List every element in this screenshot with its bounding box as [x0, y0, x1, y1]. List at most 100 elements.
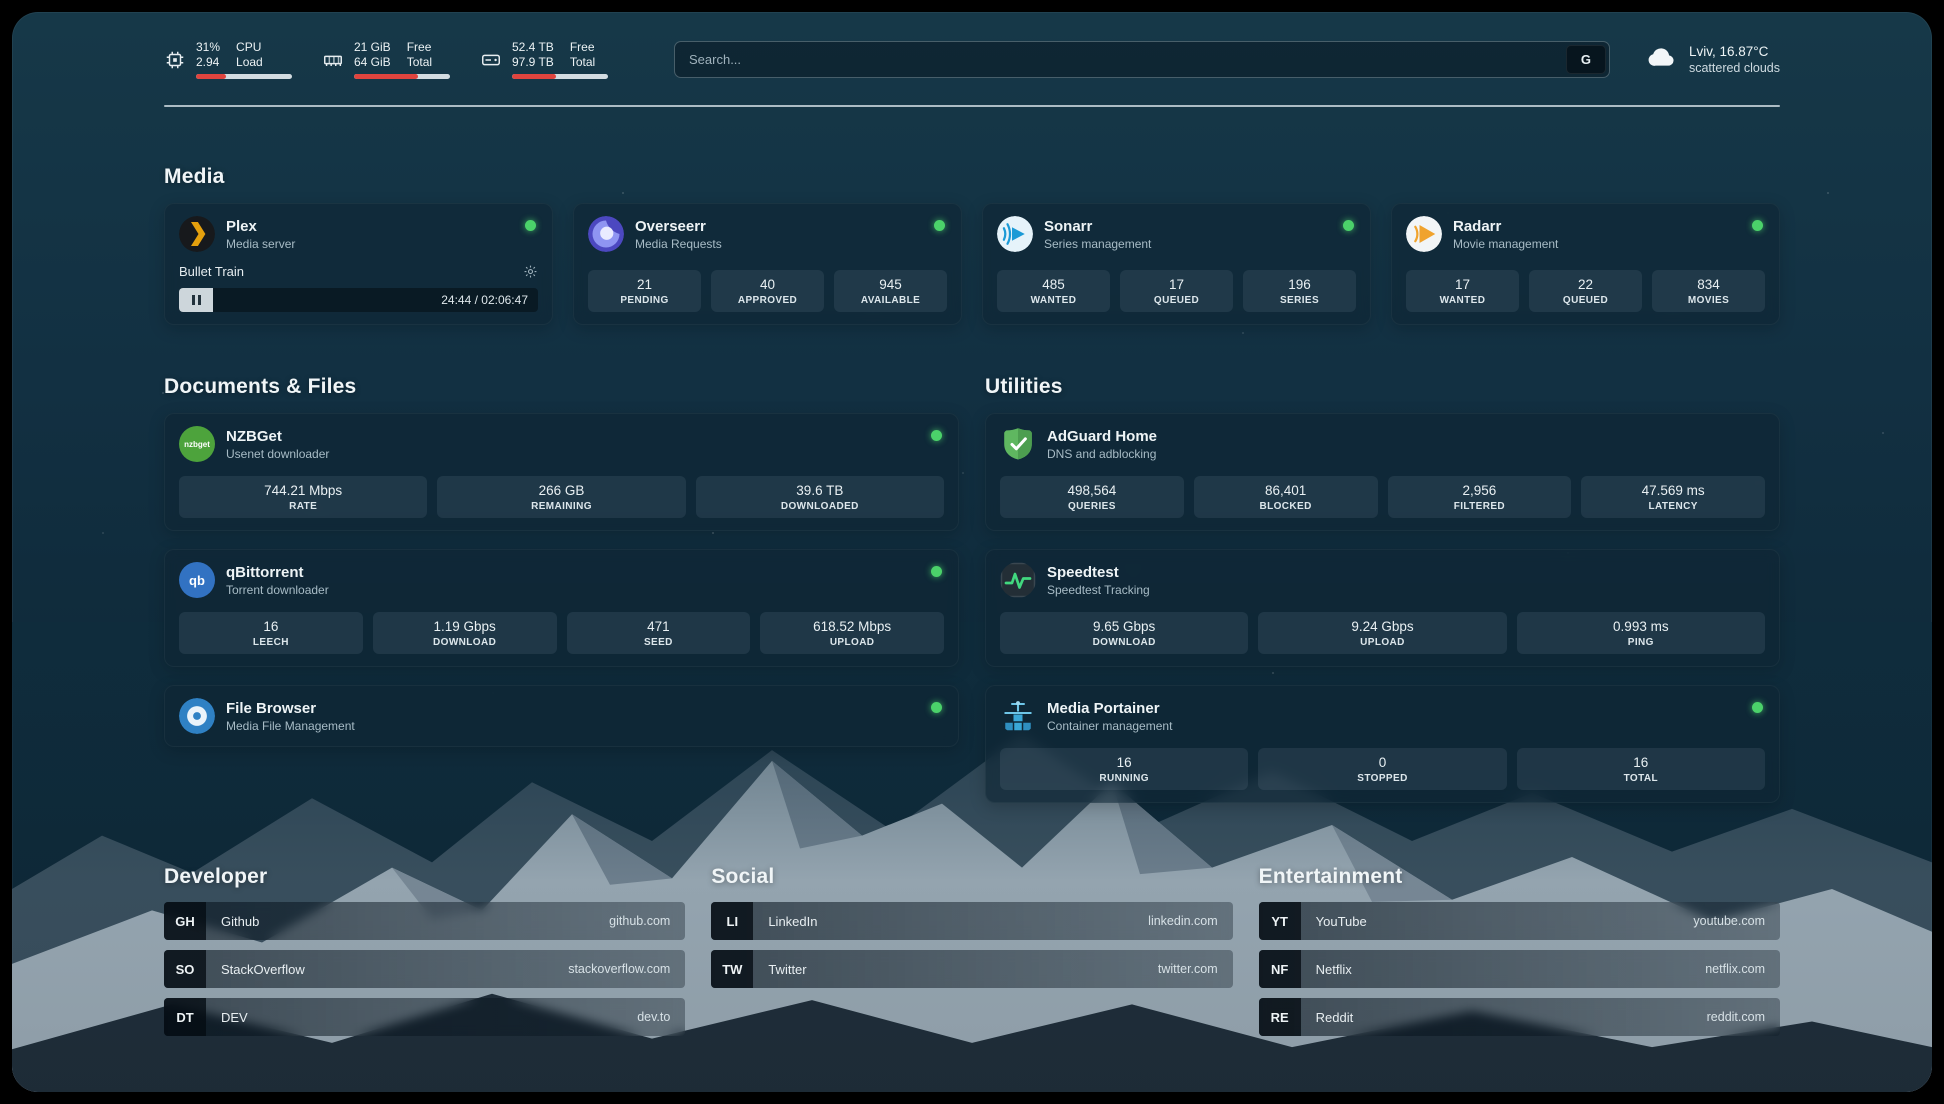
weather-location: Lviv, 16.87°C [1688, 44, 1769, 59]
status-dot [931, 430, 942, 441]
dashboard-screen: 31% 2.94 CPU Load [12, 12, 1932, 1092]
nzbget-icon: nzbget [179, 426, 215, 462]
ram-total-value: 64 GiB [354, 55, 391, 69]
app-card-overseerr[interactable]: Overseerr Media Requests 21 PENDING 40 A… [573, 203, 962, 325]
app-name: Overseerr [635, 217, 706, 235]
status-dot [1752, 220, 1763, 231]
section-title-entertainment: Entertainment [1258, 865, 1403, 888]
search-input[interactable] [675, 42, 1563, 77]
stat-rate: 744.21 Mbps RATE [179, 476, 428, 518]
stat-upload: 618.52 Mbps UPLOAD [760, 612, 944, 654]
bookmark-reddit[interactable]: RE Reddit reddit.com [1258, 998, 1780, 1036]
bookmark-url: reddit.com [1706, 1010, 1765, 1024]
bookmark-linkedin[interactable]: LI LinkedIn linkedin.com [711, 902, 1233, 940]
stat-available: 945 AVAILABLE [834, 270, 947, 312]
disk-free-value: 52.4 TB [512, 40, 554, 54]
bookmark-url: stackoverflow.com [568, 962, 671, 976]
stat-stopped: 0 STOPPED [1258, 748, 1507, 790]
app-name: Sonarr [1044, 217, 1093, 235]
bookmark-abbr: SO [164, 950, 206, 988]
filebrowser-icon [179, 698, 215, 734]
app-card-qbittorrent[interactable]: qb qBittorrent Torrent downloader 16 LEE… [164, 549, 959, 667]
bookmark-name: LinkedIn [768, 913, 818, 929]
app-card-portainer[interactable]: Media Portainer Container management 16 … [985, 685, 1780, 803]
disk-total-value: 97.9 TB [512, 55, 554, 69]
stat-download: 9.65 Gbps DOWNLOAD [1000, 612, 1249, 654]
stat-filtered: 2,956 FILTERED [1387, 476, 1572, 518]
gear-icon[interactable] [523, 264, 538, 279]
portainer-icon [1000, 698, 1036, 734]
stat-approved: 40 APPROVED [711, 270, 824, 312]
bookmark-netflix[interactable]: NF Netflix netflix.com [1258, 950, 1780, 988]
app-subtitle: Speedtest Tracking [1047, 582, 1150, 597]
stat-leech: 16 LEECH [179, 612, 363, 654]
app-subtitle: Media server [226, 236, 296, 251]
bookmark-abbr: TW [711, 950, 754, 988]
bookmark-dev[interactable]: DT DEV dev.to [164, 998, 686, 1036]
bookmark-youtube[interactable]: YT YouTube youtube.com [1258, 902, 1780, 940]
app-card-plex[interactable]: Plex Media server Bullet Train [164, 203, 553, 325]
status-dot [931, 566, 942, 577]
stat-queries: 498,564 QUERIES [1000, 476, 1184, 518]
app-name: Plex [226, 217, 257, 235]
stat-total: 16 TOTAL [1516, 748, 1765, 790]
section-title-developer: Developer [164, 865, 268, 888]
search-bar: G [674, 41, 1610, 78]
stat-remaining: 266 GB REMAINING [437, 476, 686, 518]
cpu-icon [164, 49, 186, 71]
overseerr-icon [588, 216, 624, 252]
stat-latency: 47.569 ms LATENCY [1581, 476, 1765, 518]
pause-icon[interactable] [179, 288, 213, 312]
speedtest-icon [1000, 562, 1036, 598]
ram-free-value: 21 GiB [354, 40, 391, 54]
section-title-media: Media [164, 165, 225, 188]
adguard-icon [1000, 426, 1036, 462]
stat-blocked: 86,401 BLOCKED [1193, 476, 1378, 518]
cloud-icon [1646, 41, 1678, 78]
app-card-speedtest[interactable]: Speedtest Speedtest Tracking 9.65 Gbps D… [985, 549, 1780, 667]
app-card-sonarr[interactable]: Sonarr Series management 485 WANTED 17 Q… [982, 203, 1371, 325]
qbittorrent-icon: qb [179, 562, 215, 598]
cpu-percent-value: 31% [196, 40, 221, 54]
sonarr-icon [997, 216, 1033, 252]
app-card-adguard[interactable]: AdGuard Home DNS and adblocking 498,564 … [985, 413, 1780, 531]
app-name: qBittorrent [226, 563, 304, 581]
cpu-load-value: 2.94 [196, 55, 220, 69]
bookmark-name: StackOverflow [221, 961, 305, 977]
bookmark-stackoverflow[interactable]: SO StackOverflow stackoverflow.com [164, 950, 686, 988]
status-dot [931, 702, 942, 713]
ram-icon [322, 49, 344, 71]
bookmark-twitter[interactable]: TW Twitter twitter.com [711, 950, 1233, 988]
section-title-utilities: Utilities [985, 375, 1063, 398]
status-dot [934, 220, 945, 231]
disk-icon [480, 49, 502, 71]
app-subtitle: Container management [1047, 718, 1173, 733]
app-card-radarr[interactable]: Radarr Movie management 17 WANTED 22 QUE… [1391, 203, 1780, 325]
ram-free-label: Free [406, 40, 432, 54]
bookmark-name: Twitter [768, 961, 807, 977]
bookmark-url: dev.to [637, 1010, 671, 1024]
search-engine-button[interactable]: G [1565, 45, 1606, 74]
topbar-divider [164, 105, 1780, 107]
plex-icon [179, 216, 215, 252]
stat-queued: 17 QUEUED [1120, 270, 1233, 312]
bookmark-name: Netflix [1315, 961, 1352, 977]
playback-progress-bar[interactable]: 24:44 / 02:06:47 [179, 288, 538, 312]
playback-time: 24:44 / 02:06:47 [441, 293, 528, 307]
app-subtitle: Usenet downloader [226, 446, 330, 461]
status-dot [525, 220, 536, 231]
cpu-load-label: Load [236, 55, 263, 69]
bookmark-url: github.com [609, 914, 671, 928]
app-name: Radarr [1453, 217, 1502, 235]
stat-movies: 834 MOVIES [1652, 270, 1765, 312]
bookmark-github[interactable]: GH Github github.com [164, 902, 686, 940]
disk-free-label: Free [569, 40, 595, 54]
app-card-filebrowser[interactable]: File Browser Media File Management [164, 685, 959, 747]
now-playing-title: Bullet Train [179, 264, 245, 279]
app-subtitle: Torrent downloader [226, 582, 329, 597]
app-card-nzbget[interactable]: nzbget NZBGet Usenet downloader 744.21 M… [164, 413, 959, 531]
weather-widget[interactable]: Lviv, 16.87°C scattered clouds [1646, 41, 1780, 78]
bookmark-abbr: YT [1258, 902, 1301, 940]
bookmark-abbr: DT [164, 998, 206, 1036]
bookmark-name: Github [221, 913, 260, 929]
